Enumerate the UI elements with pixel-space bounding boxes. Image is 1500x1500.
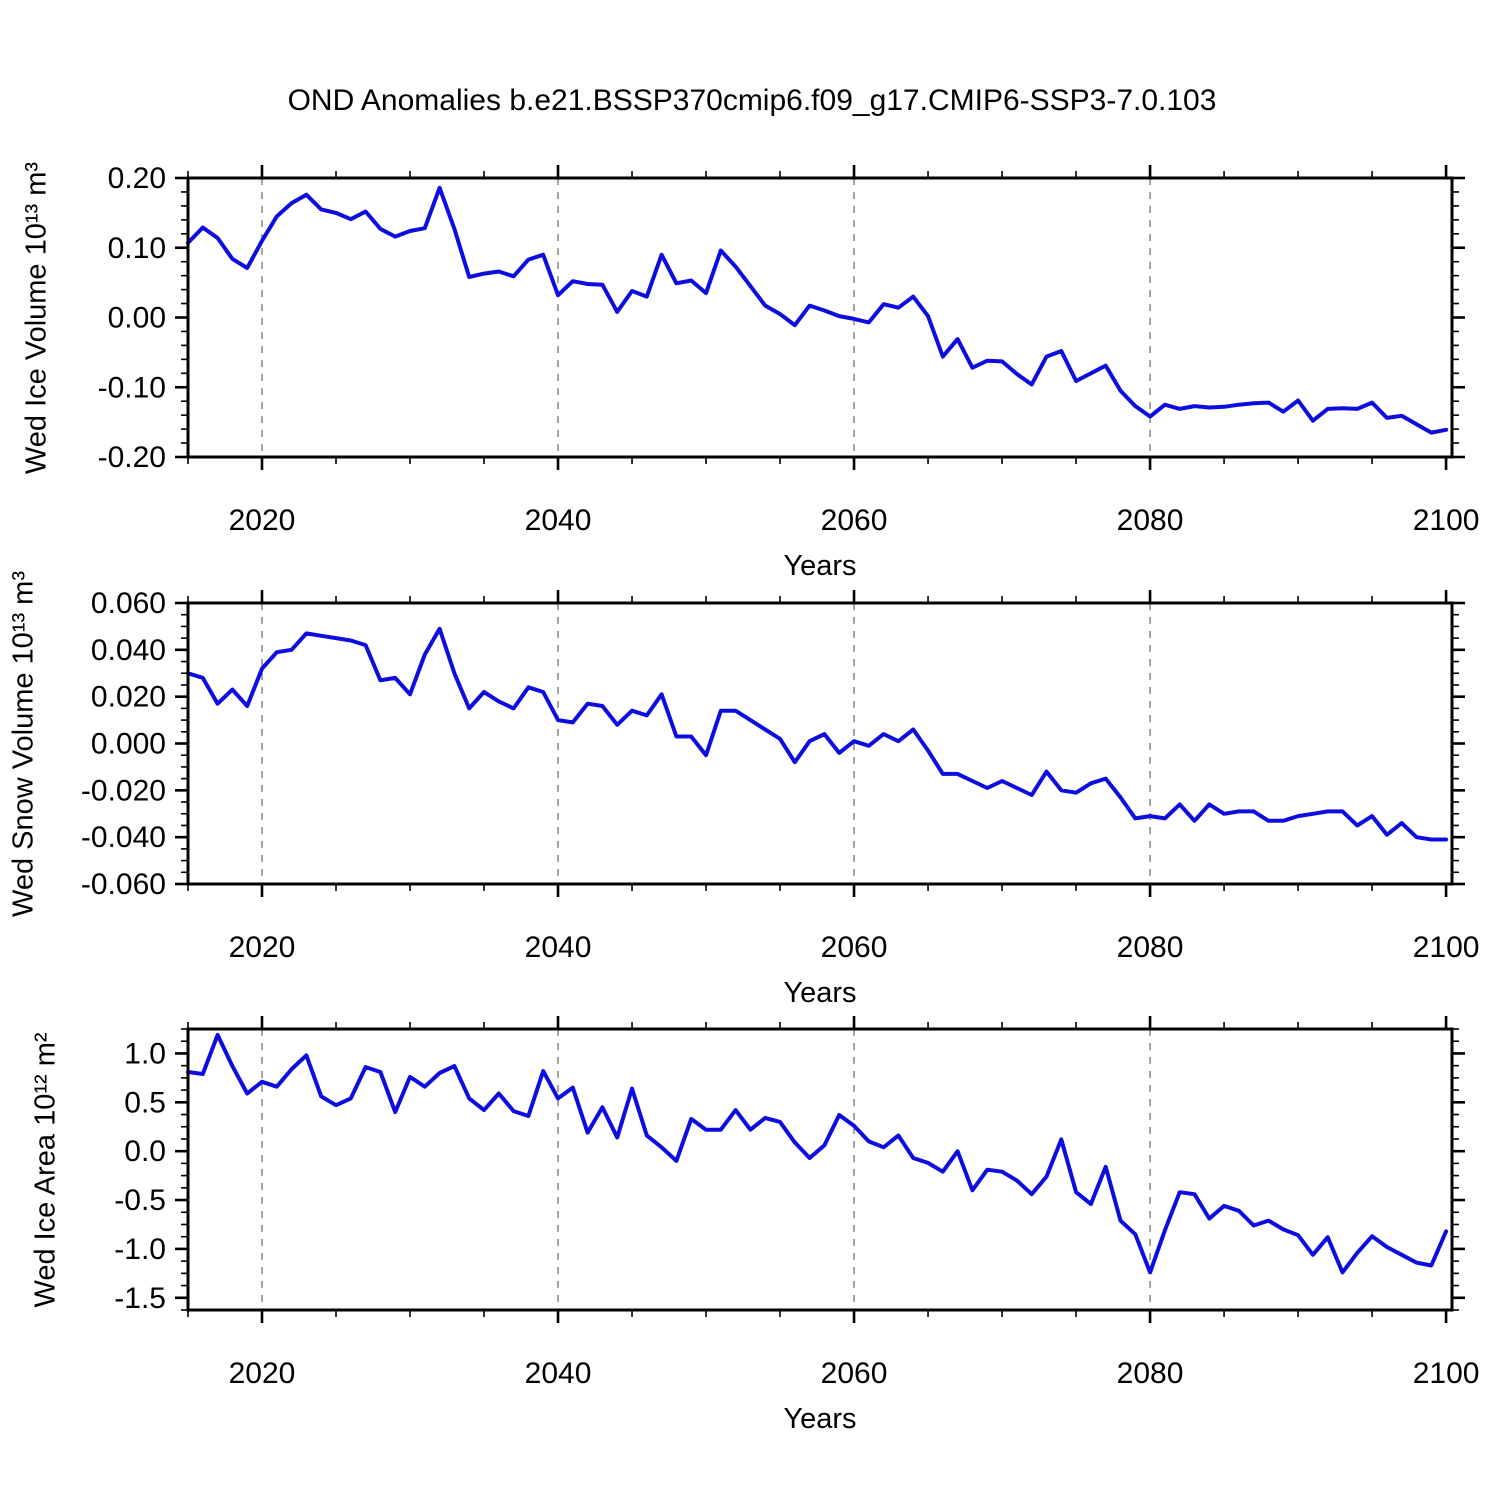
x-tick-label: 2080 [1117, 931, 1184, 964]
x-tick-label: 2040 [525, 931, 592, 964]
y-tick-label: -1.5 [114, 1282, 166, 1315]
y-tick-label: 0.020 [91, 681, 166, 714]
y-tick-label: -0.060 [81, 868, 166, 901]
panel-border [186, 1027, 1454, 1312]
x-tick-label: 2080 [1117, 1357, 1184, 1390]
y-tick-label: 1.0 [124, 1037, 166, 1070]
y-tick-label: -0.5 [114, 1184, 166, 1217]
y-tick-label: 0.040 [91, 634, 166, 667]
series-line-wed-ice-volume [186, 185, 1449, 435]
series-line-wed-snow-volume [186, 626, 1449, 842]
x-axis-title: Years [783, 1403, 856, 1435]
x-tick-label: 2100 [1413, 931, 1480, 964]
x-tick-label: 2020 [229, 504, 296, 537]
x-tick-label: 2020 [229, 1357, 296, 1390]
x-axis-title: Years [783, 977, 856, 1009]
y-tick-label: -0.040 [81, 821, 166, 854]
x-tick-label: 2040 [525, 504, 592, 537]
y-tick-label: 0.000 [91, 728, 166, 761]
series-line-wed-ice-area [186, 1032, 1449, 1275]
x-tick-label: 2060 [821, 1357, 888, 1390]
y-tick-label: 0.5 [124, 1086, 166, 1119]
x-tick-label: 2080 [1117, 504, 1184, 537]
y-tick-label: -1.0 [114, 1233, 166, 1266]
x-tick-label: 2100 [1413, 1357, 1480, 1390]
x-tick-label: 2100 [1413, 504, 1480, 537]
chart-title: OND Anomalies b.e21.BSSP370cmip6.f09_g17… [287, 84, 1217, 117]
y-tick-label: -0.020 [81, 774, 166, 807]
x-tick-label: 2040 [525, 1357, 592, 1390]
y-tick-label: 0.10 [108, 232, 166, 265]
y-tick-label: 0.00 [108, 302, 166, 335]
y-tick-label: -0.20 [98, 441, 166, 474]
x-tick-label: 2060 [821, 931, 888, 964]
x-tick-label: 2060 [821, 504, 888, 537]
x-tick-label: 2020 [229, 931, 296, 964]
y-tick-label: 0.060 [91, 587, 166, 620]
y-tick-label: 0.0 [124, 1135, 166, 1168]
y-tick-label: -0.10 [98, 371, 166, 404]
panel-border [186, 601, 1454, 886]
x-axis-title: Years [783, 550, 856, 582]
y-tick-label: 0.20 [108, 162, 166, 195]
panel-border [186, 176, 1454, 459]
